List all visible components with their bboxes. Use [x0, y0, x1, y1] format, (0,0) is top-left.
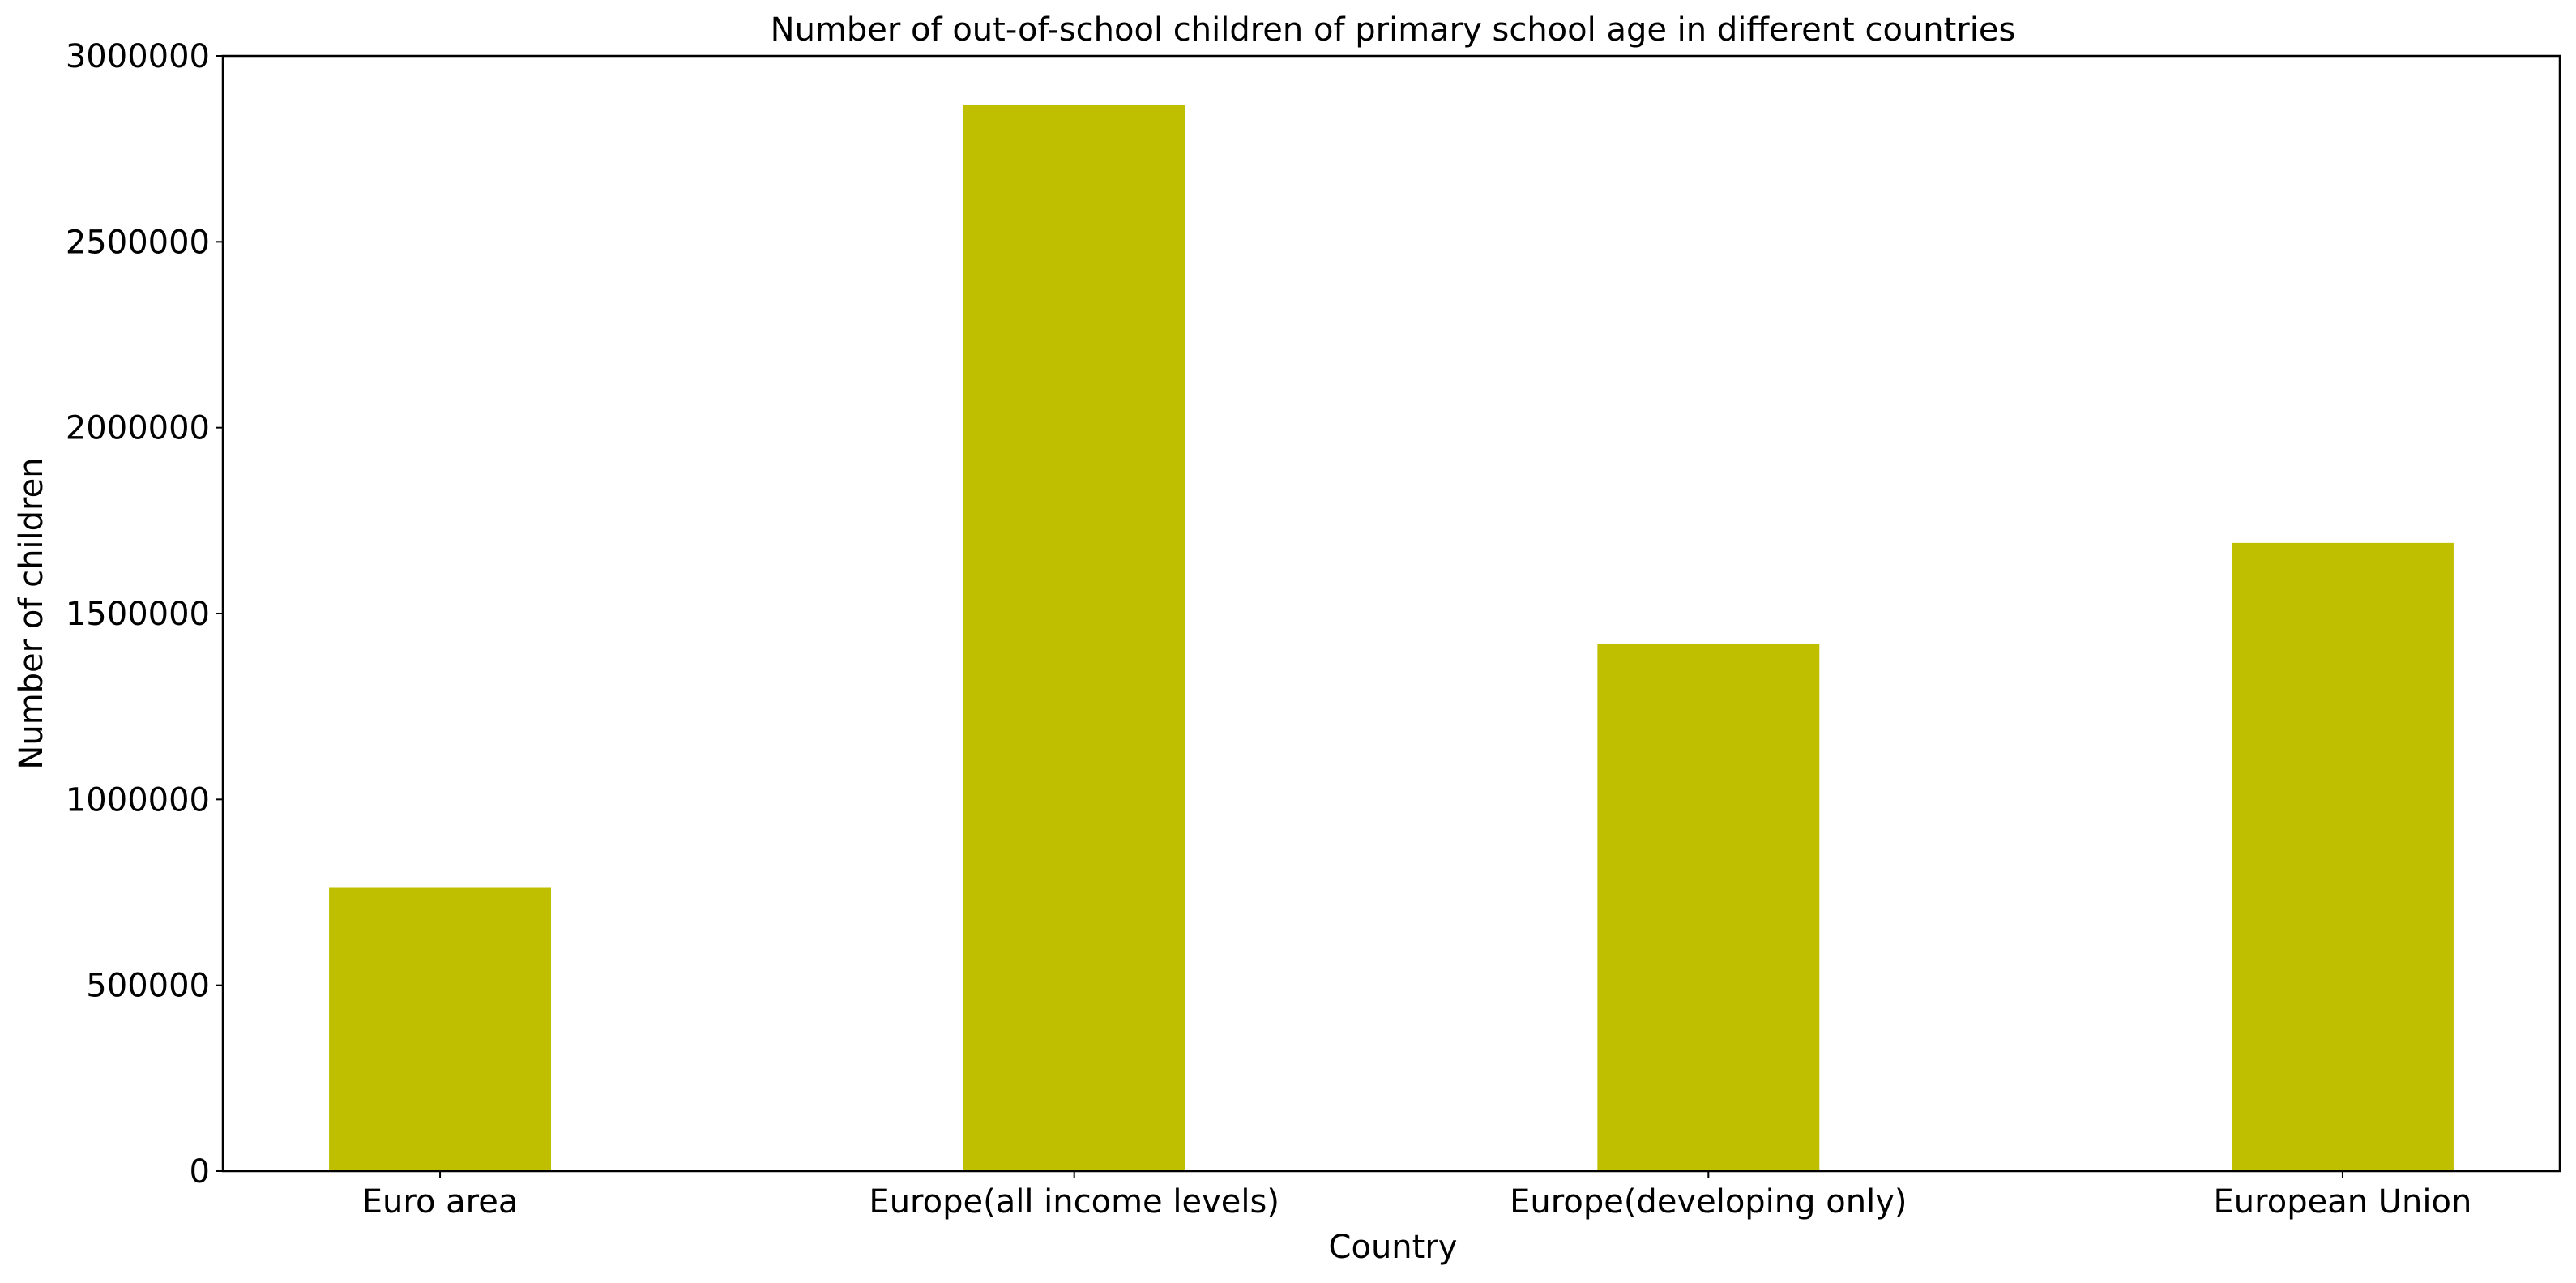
- bar-europe-all-income-levels: [963, 105, 1185, 1171]
- x-tick-label: Euro area: [362, 1183, 519, 1221]
- chart-title: Number of out-of-school children of prim…: [771, 11, 2016, 49]
- y-axis-label: Number of children: [13, 457, 50, 769]
- y-tick-label: 3000000: [66, 38, 210, 75]
- x-axis-label: Country: [1329, 1229, 1458, 1266]
- x-tick-label: Europe(developing only): [1510, 1183, 1907, 1221]
- y-tick-label: 1500000: [66, 596, 210, 633]
- y-tick-label: 0: [190, 1153, 210, 1191]
- y-axis-ticks: 0 500000 1000000 1500000 2000000 2500000 30000…: [66, 38, 223, 1191]
- y-tick-label: 2000000: [66, 410, 210, 447]
- y-tick-label: 2500000: [66, 224, 210, 261]
- x-tick-label: European Union: [2214, 1183, 2472, 1221]
- y-tick-label: 1000000: [66, 781, 210, 819]
- x-tick-label: Europe(all income levels): [869, 1183, 1279, 1221]
- y-tick-label: 500000: [86, 968, 210, 1005]
- bars-group: [329, 105, 2454, 1171]
- bar-euro-area: [329, 887, 552, 1171]
- bar-european-union: [2231, 542, 2454, 1171]
- bar-europe-developing-only: [1597, 644, 1820, 1171]
- x-axis-ticks: Euro area Europe(all income levels) Europe…: [362, 1171, 2472, 1221]
